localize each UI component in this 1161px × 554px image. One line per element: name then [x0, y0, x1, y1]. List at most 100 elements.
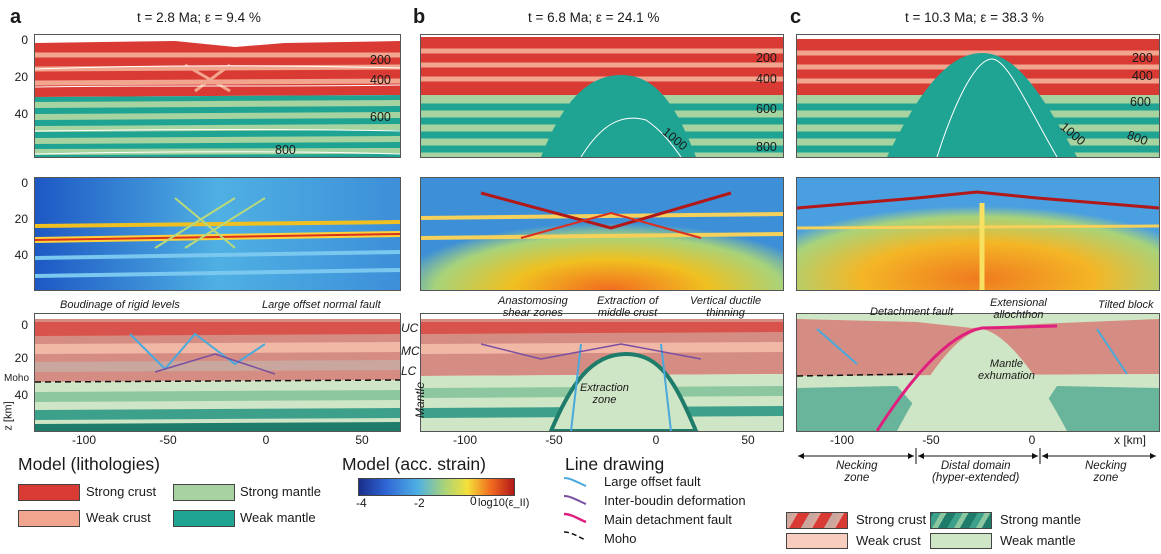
isotherm-label: 600: [370, 110, 391, 124]
legend-lines-title: Line drawing: [565, 454, 665, 474]
annotation-mantle-exhumation: Mantle exhumation: [978, 358, 1035, 382]
lithology-drawing-c: [797, 35, 1159, 157]
depth-tick-row2: 20: [14, 212, 28, 226]
domain-arrows: [798, 448, 1156, 464]
isotherm-label: 800: [275, 143, 296, 157]
domain-label-necking-right: Necking zone: [1085, 460, 1127, 484]
depth-tick-row3: 40: [14, 388, 28, 402]
depth-tick-row2: 40: [14, 248, 28, 262]
isotherm-label: 400: [370, 73, 391, 87]
legend-label-main-detachment: Main detachment fault: [604, 512, 732, 527]
annotation-anastomosing: Anastomosing shear zones: [498, 295, 568, 319]
legend-drawing-strong-crust: Strong crust: [856, 512, 927, 527]
interpretation-panel-c: [796, 313, 1160, 432]
interpretation-panel-a: [34, 313, 401, 432]
x-tick: 50: [355, 433, 369, 447]
line-legend-symbols: [563, 477, 587, 541]
lithology-drawing-a: [35, 35, 400, 157]
annotation-extensional-allochthon: Extensional allochthon: [990, 297, 1047, 321]
strain-panel-c: [796, 177, 1160, 291]
legend-label-moho: Moho: [604, 531, 637, 546]
swatch-drawing-strong-crust: [786, 512, 848, 529]
annotation-boudinage: Boudinage of rigid levels: [60, 299, 180, 311]
strain-panel-b: [420, 177, 784, 291]
moho-side-label: Moho: [4, 373, 30, 384]
legend-strain-title: Model (acc. strain): [342, 454, 486, 474]
strain-panel-a: [34, 177, 401, 291]
colorbar-tick: -4: [356, 496, 367, 510]
interpretation-drawing-a: [35, 314, 400, 431]
z-axis-label: z [km]: [2, 401, 15, 431]
annotation-tilted-block: Tilted block: [1098, 299, 1154, 311]
interpretation-drawing-b: [421, 314, 783, 431]
isotherm-label: 400: [1132, 69, 1153, 83]
column-title-a: t = 2.8 Ma; ε = 9.4 %: [137, 10, 261, 25]
legend-label-strong-crust: Strong crust: [86, 484, 157, 499]
x-tick: -50: [545, 433, 563, 447]
panel-letter-b: b: [413, 6, 426, 28]
panel-letter-c: c: [790, 6, 802, 28]
isotherm-label: 200: [1132, 51, 1153, 65]
legend-drawing-weak-crust: Weak crust: [856, 533, 921, 548]
interpretation-panel-b: [420, 313, 784, 432]
x-axis-label: x [km]: [1114, 433, 1146, 447]
x-tick: -100: [829, 433, 855, 447]
swatch-drawing-weak-mantle: [930, 533, 992, 549]
colorbar-tick: -2: [414, 496, 425, 510]
column-title-b: t = 6.8 Ma; ε = 24.1 %: [528, 10, 660, 25]
swatch-weak-mantle: [173, 510, 235, 527]
strain-drawing-a: [35, 178, 400, 290]
annotation-detachment-fault: Detachment fault: [870, 306, 954, 318]
depth-tick-row2: 0: [21, 176, 28, 190]
legend-drawing-weak-mantle: Weak mantle: [1000, 533, 1076, 548]
isotherm-label: 400: [756, 72, 777, 86]
x-tick: 0: [652, 433, 660, 447]
domain-label-necking-left: Necking zone: [836, 460, 878, 484]
depth-tick-row3: 20: [14, 351, 28, 365]
isotherm-label: 600: [756, 102, 777, 116]
panel-letter-a: a: [10, 6, 22, 28]
annotation-vertical-ductile: Vertical ductile thinning: [690, 295, 762, 319]
swatch-weak-crust: [18, 510, 80, 527]
depth-tick-row1: 0: [21, 33, 28, 47]
legend-label-weak-crust: Weak crust: [86, 510, 151, 525]
depth-tick-row1: 20: [14, 70, 28, 84]
layer-label-lc: LC: [401, 364, 417, 378]
lithology-panel-b: 200 400 600 1000 800: [420, 34, 784, 158]
annotation-large-offset-fault: Large offset normal fault: [262, 299, 381, 311]
strain-drawing-b: [421, 178, 783, 290]
x-tick: -50: [159, 433, 177, 447]
layer-label-mc: MC: [401, 344, 420, 358]
interpretation-drawing-c: [797, 314, 1159, 431]
annotation-extraction-zone: Extraction zone: [580, 382, 629, 406]
lithology-drawing-b: [421, 35, 783, 157]
depth-tick-row1: 40: [14, 107, 28, 121]
strain-colorbar: [358, 478, 515, 496]
x-tick: 0: [1028, 433, 1036, 447]
domain-label-distal: Distal domain (hyper-extended): [932, 460, 1020, 484]
lithology-panel-a: 200 400 600 800: [34, 34, 401, 158]
isotherm-label: 200: [370, 53, 391, 67]
x-tick: -100: [452, 433, 478, 447]
legend-lithologies-title: Model (lithologies): [18, 454, 161, 474]
strain-drawing-c: [797, 178, 1159, 290]
layer-label-uc: UC: [401, 321, 419, 335]
lithology-panel-c: 200 400 600 1000 800: [796, 34, 1160, 158]
x-tick: -100: [71, 433, 97, 447]
x-tick: 0: [262, 433, 270, 447]
legend-drawing-strong-mantle: Strong mantle: [1000, 512, 1081, 527]
legend-label-large-offset-fault: Large offset fault: [604, 474, 701, 489]
annotation-extraction-middle-crust: Extraction of middle crust: [597, 295, 659, 319]
x-tick: -50: [922, 433, 940, 447]
column-title-c: t = 10.3 Ma; ε = 38.3 %: [905, 10, 1044, 25]
layer-label-mantle: Mantle: [413, 381, 428, 419]
isotherm-label: 600: [1130, 95, 1151, 109]
isotherm-label: 200: [756, 51, 777, 65]
colorbar-unit: log10(ε_II): [478, 497, 530, 509]
isotherm-label: 800: [756, 140, 777, 154]
depth-tick-row3: 0: [21, 318, 28, 332]
legend-label-strong-mantle: Strong mantle: [240, 484, 321, 499]
swatch-drawing-weak-crust: [786, 533, 848, 549]
swatch-drawing-strong-mantle: [930, 512, 992, 529]
swatch-strong-crust: [18, 484, 80, 501]
